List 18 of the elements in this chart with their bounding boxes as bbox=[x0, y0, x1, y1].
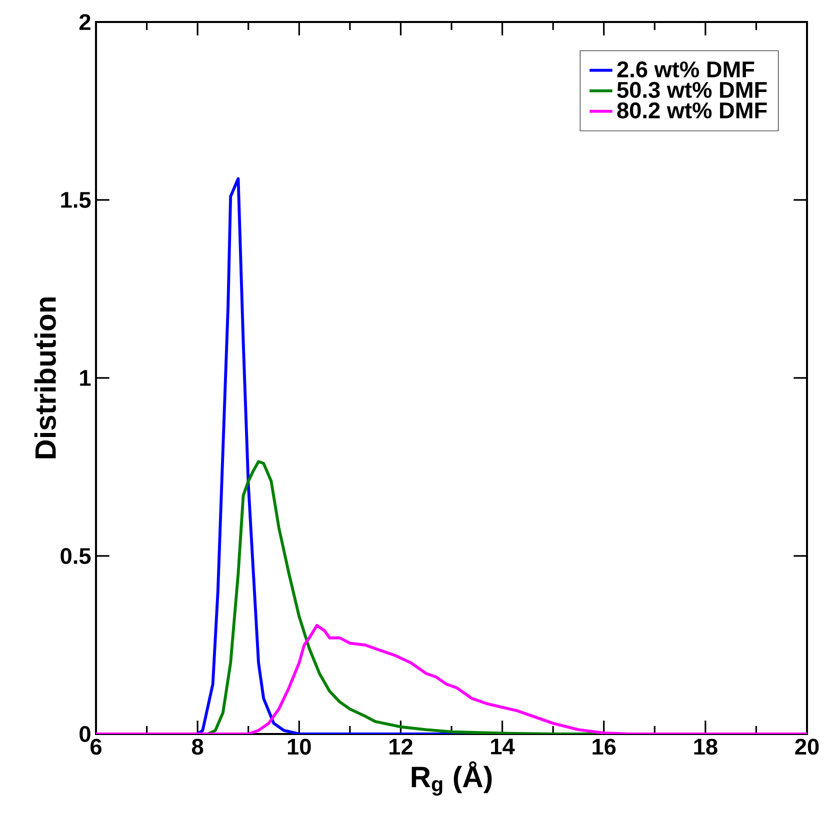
y-tick-label: 1.5 bbox=[61, 192, 91, 208]
legend-label: 2.6 wt% DMF bbox=[617, 61, 754, 78]
x-tick-label: 20 bbox=[795, 738, 819, 755]
x-tick-label: 18 bbox=[694, 738, 718, 755]
y-tick-label: 1 bbox=[80, 370, 91, 386]
x-tick-label: 16 bbox=[592, 738, 616, 755]
y-tick-label: 0 bbox=[80, 726, 90, 742]
legend-label: 50.3 wt% DMF bbox=[617, 82, 767, 98]
x-tick-label: 12 bbox=[390, 738, 412, 755]
y-tick-label: 2 bbox=[79, 14, 90, 30]
y-tick-label: 0.5 bbox=[60, 548, 91, 564]
x-tick-label: 8 bbox=[192, 738, 204, 755]
x-tick-label: 14 bbox=[491, 738, 515, 754]
legend-label: 80.2 wt% DMF bbox=[617, 102, 767, 118]
x-tick-label: 10 bbox=[288, 738, 311, 755]
x-tick-label: 6 bbox=[90, 738, 102, 755]
y-axis-title: Distribution bbox=[34, 298, 56, 458]
x-axis-title: R$_{g}$ (Å) bbox=[412, 761, 492, 796]
